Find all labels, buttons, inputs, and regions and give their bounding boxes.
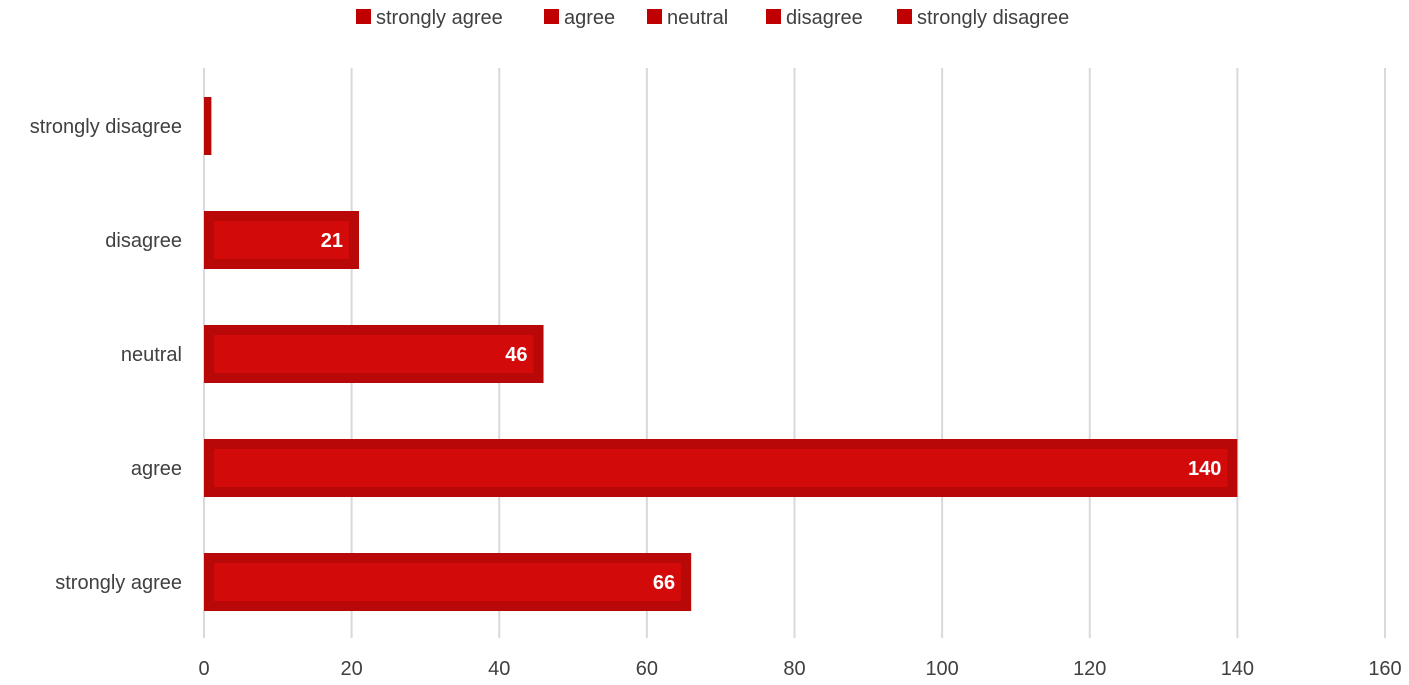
legend-swatch-strongly-agree bbox=[356, 9, 371, 24]
legend-swatch-strongly-disagree bbox=[897, 9, 912, 24]
legend-swatch-disagree bbox=[766, 9, 781, 24]
x-tick-label-20: 20 bbox=[341, 658, 363, 680]
x-tick-label-60: 60 bbox=[636, 658, 658, 680]
category-label-disagree: disagree bbox=[105, 230, 182, 252]
data-labels: 66 140 46 21 bbox=[321, 230, 1222, 594]
x-tick-label-160: 160 bbox=[1368, 658, 1401, 680]
legend-label-strongly-disagree: strongly disagree bbox=[917, 7, 1069, 29]
category-label-neutral: neutral bbox=[121, 344, 182, 366]
x-tick-label-120: 120 bbox=[1073, 658, 1106, 680]
category-label-strongly-agree: strongly agree bbox=[55, 572, 182, 594]
bar-fill-agree bbox=[214, 449, 1228, 487]
data-label-strongly-agree: 66 bbox=[653, 572, 675, 594]
gridlines bbox=[203, 68, 1386, 638]
data-label-disagree: 21 bbox=[321, 230, 343, 252]
category-labels: strongly agree agree neutral disagree strong… bbox=[30, 116, 182, 594]
bar-strongly-disagree bbox=[204, 97, 212, 155]
legend-swatch-neutral bbox=[647, 9, 662, 24]
legend-label-disagree: disagree bbox=[786, 7, 863, 29]
x-tick-label-0: 0 bbox=[198, 658, 209, 680]
legend-label-neutral: neutral bbox=[667, 7, 728, 29]
category-label-agree: agree bbox=[131, 458, 182, 480]
legend-label-strongly-agree: strongly agree bbox=[376, 7, 503, 29]
bar-fill-strongly-agree bbox=[214, 563, 682, 601]
bar-fill-disagree bbox=[214, 221, 350, 259]
category-label-strongly-disagree: strongly disagree bbox=[30, 116, 182, 138]
x-tick-label-40: 40 bbox=[488, 658, 510, 680]
data-label-agree: 140 bbox=[1188, 458, 1221, 480]
legend-label-agree: agree bbox=[564, 7, 615, 29]
legend: strongly agree agree neutral disagree strong… bbox=[356, 7, 1069, 29]
data-label-neutral: 46 bbox=[505, 344, 527, 366]
x-tick-label-80: 80 bbox=[783, 658, 805, 680]
bars bbox=[204, 97, 1238, 611]
x-tick-label-100: 100 bbox=[925, 658, 958, 680]
x-axis-tick-labels: 0 20 40 60 80 100 120 140 160 bbox=[198, 658, 1401, 680]
x-tick-label-140: 140 bbox=[1221, 658, 1254, 680]
bar-fill-neutral bbox=[214, 335, 534, 373]
legend-swatch-agree bbox=[544, 9, 559, 24]
